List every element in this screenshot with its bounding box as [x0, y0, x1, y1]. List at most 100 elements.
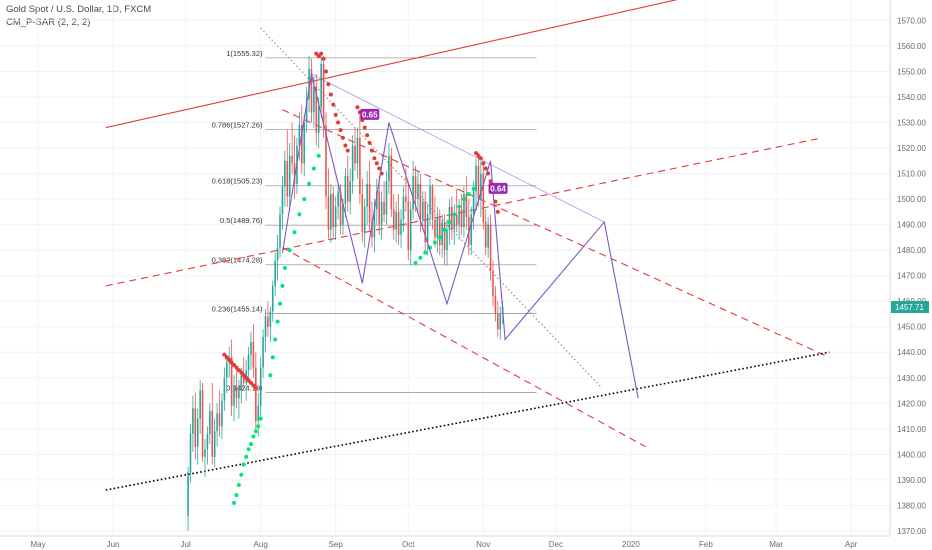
sar-dot [287, 248, 292, 253]
sar-dot [302, 197, 307, 202]
candle-body [317, 107, 320, 133]
indicator-label[interactable]: CM_P-SAR (2, 2, 2) [6, 17, 91, 28]
sar-dot [474, 151, 479, 156]
sar-dot [374, 161, 379, 166]
candle-body [431, 186, 434, 220]
sar-dot [316, 54, 321, 59]
candle-body [298, 125, 301, 146]
fib-level-label: 0(1424.19) [226, 384, 263, 393]
candle-body [225, 362, 228, 378]
candle-body [252, 342, 255, 368]
candle-body [211, 410, 214, 457]
last-price-tag [891, 301, 929, 314]
sar-dot [241, 373, 246, 378]
grid-layer [0, 0, 890, 536]
sar-dot [222, 352, 227, 357]
y-tick-label: 1500.00 [897, 195, 926, 204]
sar-dot [483, 166, 488, 171]
harmonic-path[interactable] [281, 73, 639, 399]
trendlines-layer[interactable] [105, 0, 830, 491]
sar-dot [253, 385, 258, 390]
candle-body [250, 342, 252, 355]
sar-dot [437, 235, 442, 240]
sar-dot [369, 148, 374, 153]
candle-body [460, 209, 463, 228]
trendline[interactable] [260, 27, 603, 389]
candle-body [344, 176, 347, 205]
candle-body [201, 390, 204, 457]
candle-body [453, 214, 456, 230]
x-tick-label: Jul [181, 540, 191, 549]
candle-body [301, 125, 303, 164]
trendline[interactable] [105, 0, 687, 129]
sar-dot [432, 240, 437, 245]
fib-level-label: 0.618(1505.23) [212, 177, 263, 186]
projection-line [311, 73, 605, 223]
candle-body [240, 375, 243, 391]
candle-body [385, 181, 388, 215]
trendline[interactable] [105, 351, 830, 491]
candle-body [264, 316, 267, 337]
sar-dot [236, 368, 241, 373]
y-tick-label: 1390.00 [897, 476, 926, 485]
candle-body [269, 311, 272, 327]
sar-dot [275, 319, 280, 324]
candle-body [230, 357, 233, 406]
candle-body [257, 405, 260, 422]
sar-dot [481, 161, 486, 166]
last-price-label: 1457.71 [895, 303, 924, 312]
trendline[interactable] [282, 247, 646, 448]
y-tick-label: 1410.00 [897, 425, 926, 434]
sar-dot [251, 434, 256, 439]
fibonacci-retracement[interactable]: 1(1555.32) 0.786(1527.26) 0.618(1505.23) 0.… [212, 49, 537, 393]
candle-body [209, 410, 211, 434]
sar-dot [292, 230, 297, 235]
sar-dot [328, 92, 333, 97]
fib-level-label: 0.5(1489.76) [220, 216, 263, 225]
candle-body [262, 336, 264, 368]
candle-body [337, 191, 339, 207]
candle-body [366, 183, 368, 207]
sar-dot [244, 454, 249, 459]
candle-body [446, 229, 448, 251]
y-tick-label: 1370.00 [897, 527, 926, 536]
sar-dot [232, 500, 237, 505]
candle-body [489, 224, 492, 271]
sar-dot [338, 128, 343, 133]
candle-body [238, 390, 240, 399]
candle-body [363, 206, 366, 233]
sar-dot [246, 447, 251, 452]
y-tick-label: 1520.00 [897, 144, 926, 153]
harmonic-pattern[interactable]: 0.65 0.64 [281, 73, 639, 399]
sar-dot [282, 266, 287, 270]
sar-dot [442, 227, 447, 232]
sar-dot [234, 493, 239, 498]
sar-dot [248, 380, 253, 385]
ratio-badge-label: 0.64 [490, 184, 506, 193]
sar-dot [273, 337, 278, 342]
sar-dot [256, 424, 261, 429]
candle-body [477, 165, 480, 200]
candles-layer [187, 53, 504, 531]
sar-dot [297, 212, 302, 217]
sar-dot [466, 191, 471, 196]
sar-dot [251, 383, 256, 388]
candle-body [458, 209, 460, 225]
candle-body [441, 222, 443, 246]
candle-body [482, 173, 485, 223]
candle-body [194, 408, 197, 447]
sar-dot [229, 360, 234, 365]
sar-dot [224, 355, 229, 360]
candle-body [351, 145, 354, 182]
x-tick-label: May [30, 540, 45, 549]
sar-dot [314, 51, 319, 56]
sar-dot [232, 362, 237, 367]
candle-body [436, 216, 439, 238]
candle-body [472, 191, 475, 215]
sar-dot [336, 120, 341, 125]
candle-body [325, 125, 327, 197]
y-tick-label: 1400.00 [897, 450, 926, 459]
candle-body [286, 160, 289, 197]
